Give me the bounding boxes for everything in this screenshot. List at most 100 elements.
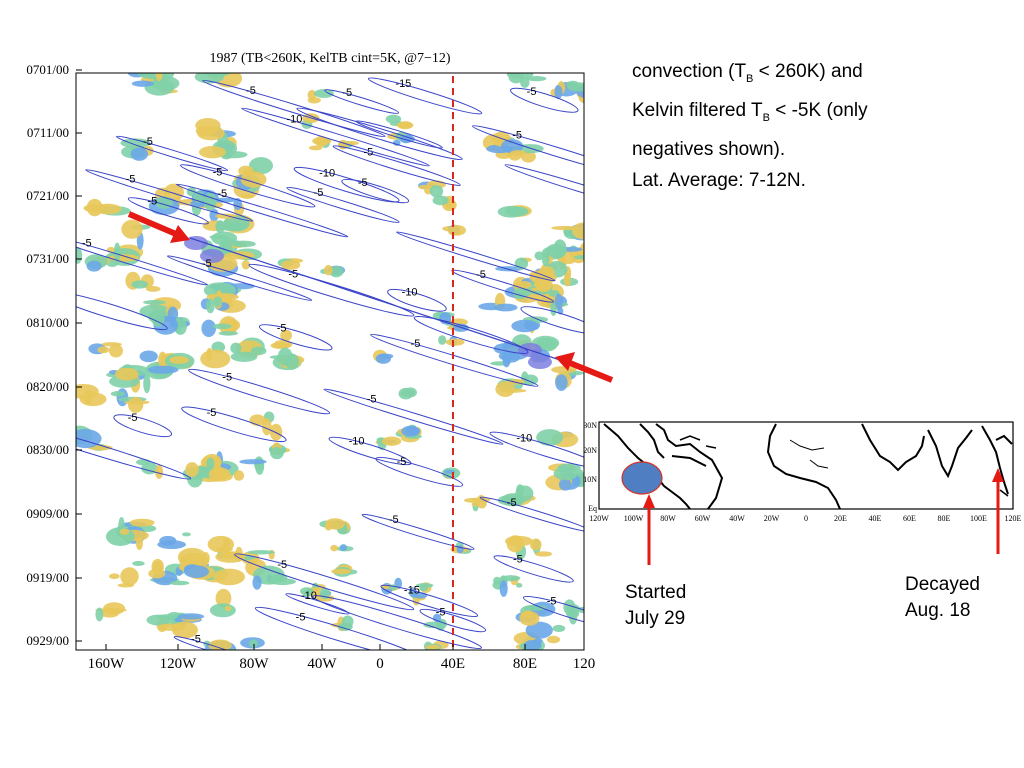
map-coastlines — [603, 423, 1013, 509]
convection-blob — [131, 280, 149, 289]
arrow-start-convection — [127, 211, 190, 243]
x-tick-label: 120 — [573, 656, 596, 672]
convection-blob — [212, 467, 231, 481]
convection-blob — [526, 75, 547, 82]
x-tick-label: 40W — [307, 656, 337, 672]
kelvin-contour — [387, 288, 447, 312]
map-x-tick-label: 20E — [834, 514, 847, 523]
convection-blob — [213, 296, 223, 307]
convection-blob — [555, 374, 568, 391]
x-tick-label: 80E — [513, 656, 537, 672]
kelvin-contour — [181, 406, 287, 443]
kelvin-contour — [332, 145, 461, 186]
contour-label: -5 — [358, 177, 368, 189]
x-tick-label: 120W — [160, 656, 198, 672]
contour-label: -10 — [402, 287, 418, 299]
contour-label: -5 — [363, 147, 373, 159]
y-axis: 0701/00 0711/00 0721/00 0731/00 0810/00 0820/… — [26, 62, 82, 648]
kelvin-contour — [286, 186, 400, 223]
convection-blob — [497, 205, 525, 218]
contour-label: -5 — [213, 166, 223, 178]
contour-label: -5 — [217, 188, 227, 200]
convection-blob — [324, 264, 333, 276]
hovmoller-plot: 1987 (TB<260K, KelTB cint=5K, @7−12) -5-… — [26, 51, 614, 672]
kelvin-wave-track — [189, 237, 561, 361]
convection-blob — [285, 353, 299, 370]
caption-line-4: Lat. Average: 7-12N. — [632, 169, 806, 191]
caption-line-2: Kelvin filtered TB < -5K (only — [632, 99, 868, 124]
x-axis: 160W 120W 80W 40W 0 40E 80E 120 — [88, 644, 596, 672]
convection-blob — [95, 608, 127, 613]
convection-blob — [129, 518, 155, 527]
convection-blob — [169, 356, 189, 364]
convection-blob — [177, 613, 205, 620]
kelvin-contour — [375, 456, 464, 487]
convection-blob — [151, 309, 165, 327]
convection-blob — [529, 538, 542, 551]
contour-label: -10 — [349, 436, 365, 448]
convection-blob — [105, 527, 135, 546]
kelvin-contour — [493, 555, 574, 583]
convection-blob — [230, 351, 258, 362]
convection-blob — [425, 644, 440, 650]
convection-blob — [378, 353, 394, 359]
convection-blob — [240, 193, 255, 199]
convection-blob — [307, 97, 321, 104]
contour-label: -5 — [342, 87, 352, 99]
eastern-pacific-region — [621, 461, 663, 495]
map-y-tick-label: Eq — [588, 504, 597, 513]
contour-label: -5 — [277, 559, 287, 571]
convection-blob — [157, 623, 186, 631]
convection-blob — [131, 80, 154, 87]
convection-blob — [248, 157, 273, 175]
map-y-tick-label: 10N — [583, 475, 597, 484]
convection-blob — [262, 418, 272, 436]
kelvin-contour — [241, 107, 430, 167]
convection-blob — [314, 135, 328, 147]
map-y-tick-label: 20N — [583, 446, 597, 455]
convection-blob — [445, 203, 456, 209]
map-x-tick-label: 120E — [1005, 514, 1022, 523]
y-tick-label: 0701/00 — [26, 62, 69, 77]
convection-blob — [219, 73, 228, 75]
map-x-tick-label: 60E — [903, 514, 916, 523]
kelvin-contour — [258, 324, 333, 351]
map-y-axis: 30N 20N 10N Eq — [583, 421, 597, 513]
kelvin-contour — [188, 368, 331, 415]
y-tick-label: 0820/00 — [26, 379, 69, 394]
started-date: July 29 — [625, 608, 686, 629]
convection-blob — [76, 246, 83, 264]
convection-blob — [280, 329, 293, 342]
kelvin-contour — [85, 169, 254, 222]
convection-blob — [86, 198, 103, 217]
contour-label: -5 — [246, 85, 256, 97]
convection-blob — [203, 192, 217, 211]
convection-blob — [206, 457, 215, 470]
y-tick-label: 0929/00 — [26, 633, 69, 648]
convection-blob — [300, 587, 314, 596]
convection-blob — [120, 567, 139, 586]
convection-blob — [86, 260, 102, 272]
convection-blob — [212, 323, 232, 330]
convection-blob — [385, 114, 402, 124]
convection-blob — [119, 528, 130, 535]
convection-blob — [438, 335, 447, 345]
convection-blob — [516, 583, 523, 588]
kelvin-contour — [293, 166, 400, 203]
map-x-axis: 120W 100W 80W 60W 40W 20W 0 20E 40E 60E 80E 100E 120… — [589, 514, 1021, 523]
convection-blob — [511, 319, 539, 333]
convection-blob — [551, 366, 577, 374]
convection-blob — [200, 349, 231, 369]
convection-blob — [471, 501, 480, 507]
kelvin-contour — [175, 183, 349, 238]
contour-label: -5 — [411, 338, 421, 350]
convection-blob — [398, 122, 408, 129]
x-tick-label: 160W — [88, 656, 126, 672]
convection-blob — [239, 459, 267, 465]
kelvin-contour — [489, 431, 584, 469]
contour-label: -5 — [527, 86, 537, 98]
convection-blob — [146, 614, 170, 626]
map-inset: 120W 100W 80W 60W 40W 20W 0 20E 40E 60E 80E 100E 120… — [583, 421, 1022, 565]
convection-blob — [432, 195, 449, 206]
kelvin-contour — [361, 513, 475, 550]
